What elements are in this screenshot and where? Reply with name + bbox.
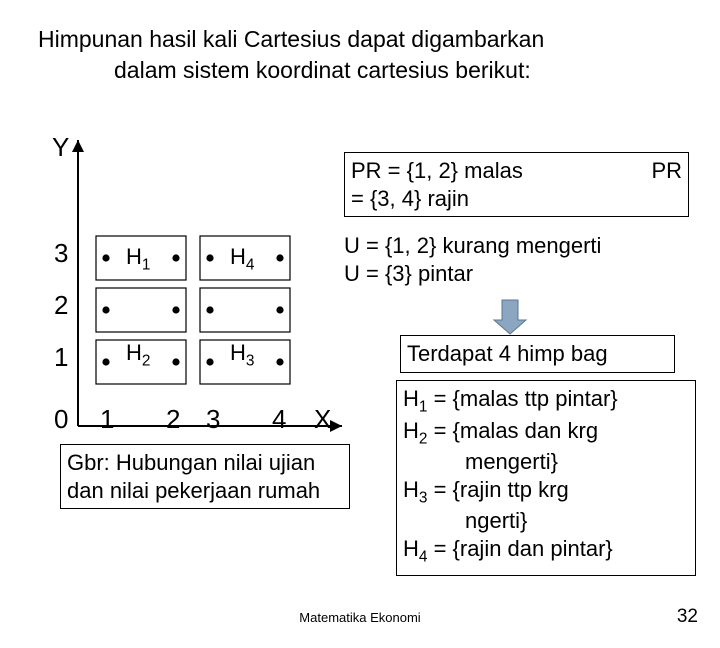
cell-h4: H4 xyxy=(230,244,254,274)
cell-h2: H2 xyxy=(126,340,150,370)
def-h3b: ngerti} xyxy=(403,507,689,535)
def-h4: H4 = {rajin dan pintar} xyxy=(403,535,689,567)
y-tick-1: 1 xyxy=(54,342,68,373)
def-h3: H3 = {rajin ttp krg xyxy=(403,476,689,508)
pr-l2: = {3, 4} rajin xyxy=(351,185,682,213)
caption-l1: Gbr: Hubungan nilai ujian xyxy=(67,449,343,477)
intro-line-2: dalam sistem koordinat cartesius berikut… xyxy=(38,55,544,86)
terdapat-box: Terdapat 4 himp bag xyxy=(400,335,675,373)
u-l2: U = {3} pintar xyxy=(344,260,709,288)
pr-definition: PR = {1, 2} malas PR = {3, 4} rajin xyxy=(344,152,689,217)
def-h2: H2 = {malas dan krg xyxy=(403,417,689,449)
pr-r1: PR xyxy=(651,157,682,185)
y-tick-2: 2 xyxy=(54,290,68,321)
x-tick-2: 2 xyxy=(166,404,180,435)
u-definition: U = {1, 2} kurang mengerti U = {3} pinta… xyxy=(344,232,709,287)
h-definitions: H1 = {malas ttp pintar} H2 = {malas dan … xyxy=(396,380,696,576)
cell-h3: H3 xyxy=(230,340,254,370)
y-tick-0: 0 xyxy=(54,404,68,435)
page-number: 32 xyxy=(677,606,698,628)
caption-l2: dan nilai pekerjaan rumah xyxy=(67,477,343,505)
def-h1: H1 = {malas ttp pintar} xyxy=(403,385,689,417)
cell-h1: H1 xyxy=(126,244,150,274)
pr-l1: PR = {1, 2} malas xyxy=(351,157,523,185)
def-h2b: mengerti} xyxy=(403,448,689,476)
figure-caption: Gbr: Hubungan nilai ujian dan nilai peke… xyxy=(60,444,350,509)
x-tick-4: 4 xyxy=(272,404,286,435)
footer-center: Matematika Ekonomi xyxy=(0,610,720,625)
y-axis-label: Y xyxy=(52,132,69,163)
u-l1: U = {1, 2} kurang mengerti xyxy=(344,232,709,260)
intro-text: Himpunan hasil kali Cartesius dapat diga… xyxy=(38,24,544,86)
intro-line-1: Himpunan hasil kali Cartesius dapat diga… xyxy=(38,24,544,55)
x-axis-label: X xyxy=(314,404,331,435)
x-tick-3: 3 xyxy=(206,404,220,435)
x-tick-1: 1 xyxy=(100,404,114,435)
y-tick-3: 3 xyxy=(54,238,68,269)
